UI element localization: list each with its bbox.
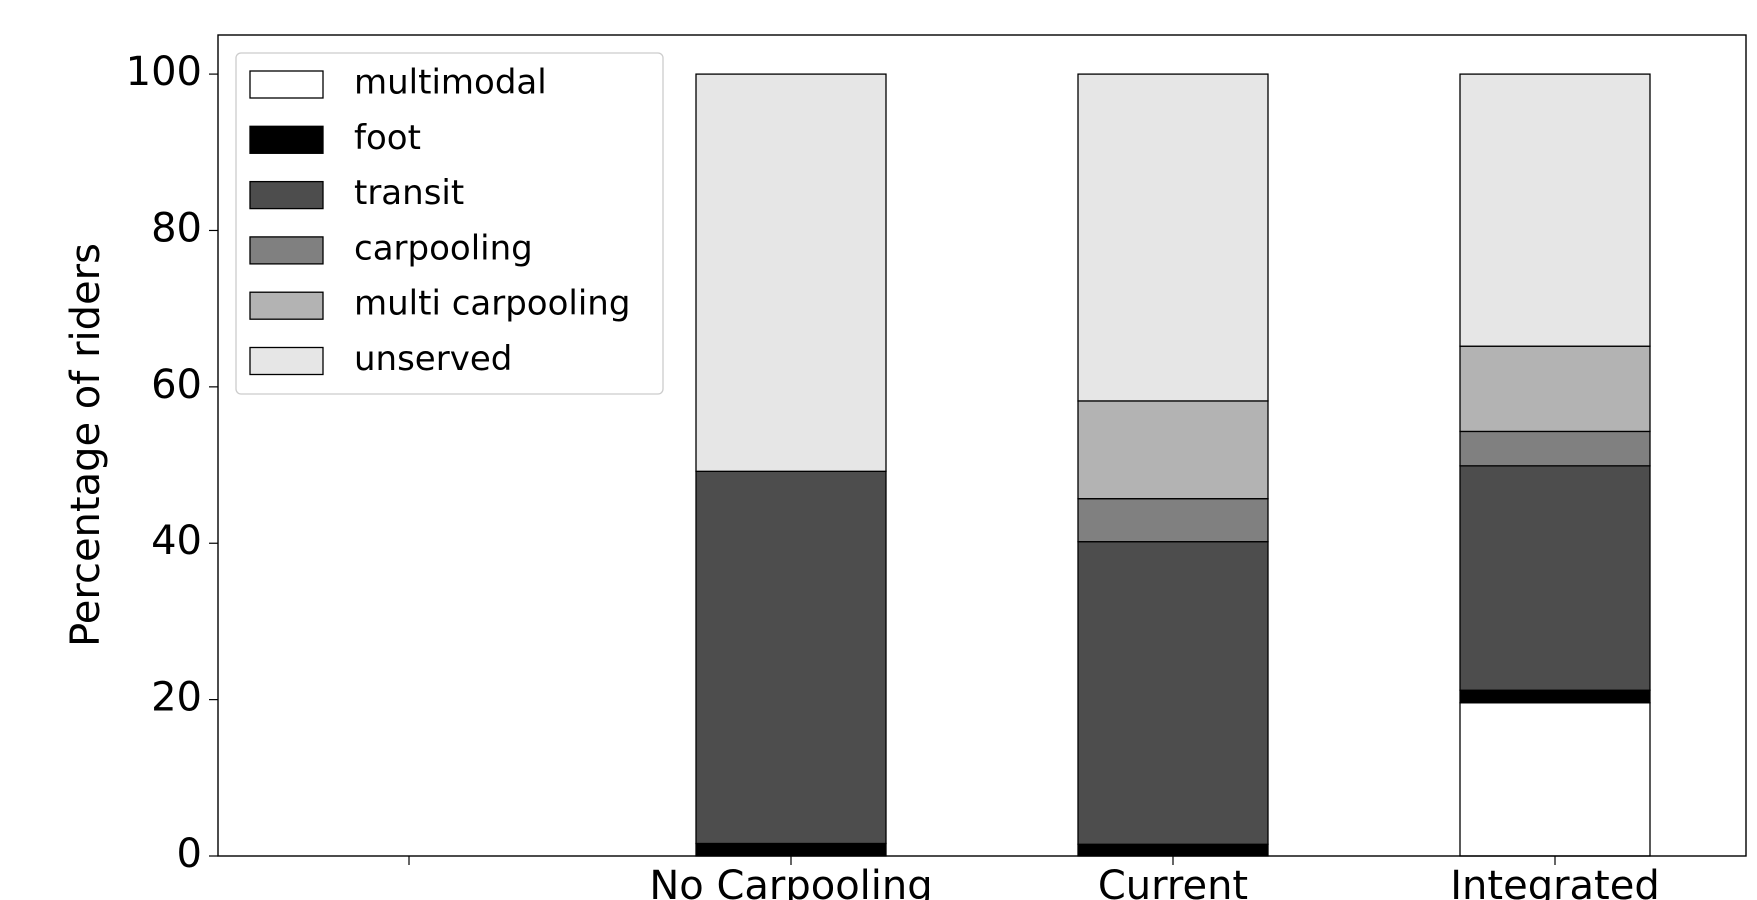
bar-segment <box>1077 498 1269 543</box>
y-tick-label: 40 <box>151 518 202 564</box>
bar-segment <box>1459 430 1651 467</box>
bar-segment <box>1459 689 1651 704</box>
bar-segment <box>1459 465 1651 691</box>
legend-box <box>235 52 664 395</box>
bar-segment <box>1077 541 1269 845</box>
bar-segment <box>1077 843 1269 857</box>
legend-swatch <box>249 291 324 320</box>
bar-segment <box>695 73 887 472</box>
legend-label: multi carpooling <box>354 284 630 324</box>
legend-swatch <box>249 180 324 210</box>
legend-label: multimodal <box>354 63 547 103</box>
bar-segment <box>695 842 887 857</box>
legend-label: unserved <box>354 339 512 379</box>
y-tick-label: 100 <box>126 49 202 95</box>
y-tick-label: 80 <box>151 205 202 251</box>
legend-label: foot <box>354 118 421 158</box>
bar-segment <box>1077 73 1269 402</box>
bar-segment <box>1459 702 1651 857</box>
x-tick-label: Current <box>1098 863 1248 900</box>
bar-segment <box>1459 345 1651 433</box>
bar-segment <box>1459 73 1651 347</box>
x-tick-label: No Carpooling <box>649 863 932 900</box>
y-axis-label: Percentage of riders <box>63 243 109 647</box>
y-tick-label: 20 <box>151 675 202 721</box>
y-tick-label: 0 <box>177 831 202 877</box>
y-tick-label: 60 <box>151 362 202 408</box>
bar-segment <box>695 470 887 845</box>
legend-swatch <box>249 236 324 265</box>
legend-label: carpooling <box>354 228 533 268</box>
legend-label: transit <box>354 173 464 213</box>
plot-frame <box>217 34 1747 857</box>
x-tick-label: Integrated <box>1450 863 1659 900</box>
bar-segment <box>1077 400 1269 500</box>
legend-swatch <box>249 70 324 99</box>
legend-swatch <box>249 346 324 376</box>
legend-swatch <box>249 125 324 154</box>
